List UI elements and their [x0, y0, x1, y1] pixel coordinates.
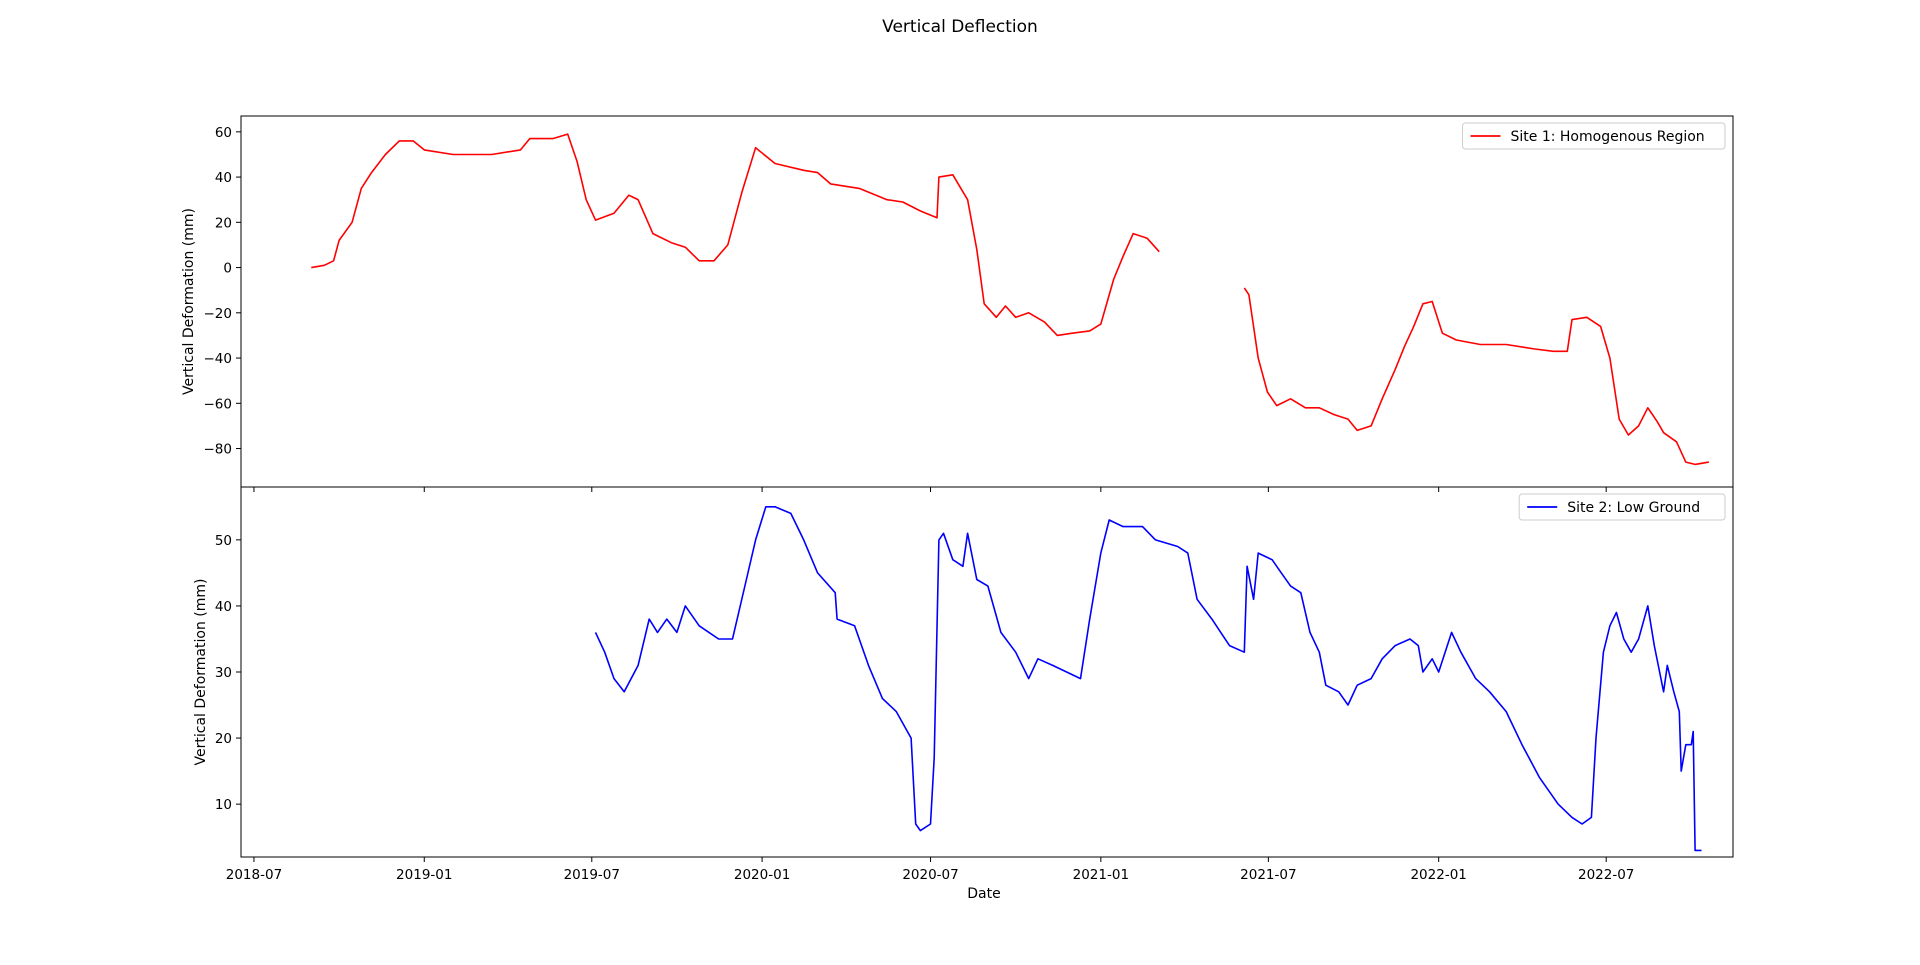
y-tick-label: 20 — [215, 731, 232, 747]
x-tick-label: 2018-07 — [226, 867, 282, 883]
x-tick-label: 2020-01 — [734, 867, 790, 883]
x-tick-label: 2022-01 — [1410, 867, 1466, 883]
y-axis-label-panel1: Vertical Deformation (mm) — [181, 208, 197, 395]
legend-label-panel1: Site 1: Homogenous Region — [1511, 129, 1705, 145]
y-tick-label: 40 — [215, 170, 232, 186]
y-tick-label: −80 — [204, 442, 233, 458]
legend-label-panel2: Site 2: Low Ground — [1567, 500, 1700, 516]
series-line-panel1-1 — [311, 133, 1160, 337]
chart-title: Vertical Deflection — [882, 17, 1038, 37]
plot-frame-panel2 — [240, 486, 1734, 858]
y-tick-label: 0 — [223, 261, 232, 277]
legend-box-panel1 — [1462, 122, 1726, 150]
y-tick-label: −60 — [204, 396, 233, 412]
x-tick-label: 2022-07 — [1578, 867, 1634, 883]
y-tick-label: 50 — [215, 533, 232, 549]
y-axis-label-panel2: Vertical Deformation (mm) — [193, 579, 209, 766]
legend-box-panel2 — [1518, 493, 1726, 521]
x-tick-label: 2019-01 — [396, 867, 452, 883]
x-axis-label: Date — [967, 886, 1000, 902]
y-tick-label: −20 — [204, 306, 233, 322]
x-tick-label: 2019-07 — [564, 867, 620, 883]
y-tick-label: 60 — [215, 125, 232, 141]
y-tick-label: 40 — [215, 599, 232, 615]
x-tick-label: 2021-07 — [1240, 867, 1296, 883]
x-tick-label: 2020-07 — [902, 867, 958, 883]
y-tick-label: 10 — [215, 797, 232, 813]
y-tick-label: 30 — [215, 665, 232, 681]
series-line-panel2-1 — [594, 506, 1702, 852]
y-tick-label: 20 — [215, 215, 232, 231]
series-line-panel1-2 — [1243, 287, 1710, 466]
x-tick-label: 2021-01 — [1073, 867, 1129, 883]
plot-frame-panel1 — [240, 115, 1734, 488]
y-tick-label: −40 — [204, 351, 233, 367]
